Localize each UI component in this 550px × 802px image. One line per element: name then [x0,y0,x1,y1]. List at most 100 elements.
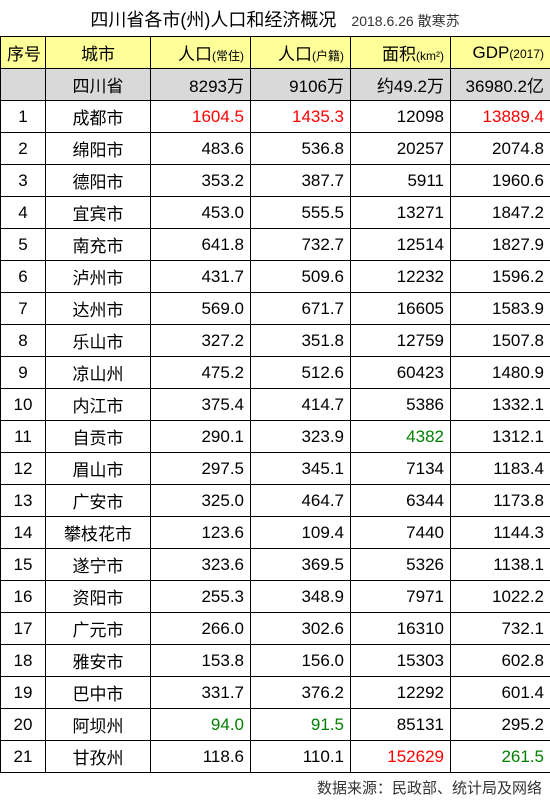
cell: 348.9 [251,581,351,613]
cell: 19 [1,677,46,709]
cell: 自贡市 [46,421,151,453]
cell: 602.8 [451,645,550,677]
cell: 资阳市 [46,581,151,613]
cell: 1960.6 [451,165,550,197]
table-row: 14攀枝花市123.6109.474401144.3 [1,517,550,549]
cell: 302.6 [251,613,351,645]
cell: 732.7 [251,229,351,261]
total-city: 四川省 [46,69,151,101]
cell: 1604.5 [151,101,251,133]
title-bar: 四川省各市(州)人口和经济概况 2018.6.26 散寒苏 [0,0,550,36]
title-date: 2018.6.26 散寒苏 [351,13,459,29]
cell: 8 [1,325,46,357]
cell: 601.4 [451,677,550,709]
cell: 10 [1,389,46,421]
hdr-gdp-label: GDP [472,43,509,62]
cell: 6 [1,261,46,293]
cell: 323.9 [251,421,351,453]
table-row: 12眉山市297.5345.171341183.4 [1,453,550,485]
cell: 21 [1,741,46,773]
hdr-pop2-label: 人口 [278,45,312,64]
cell: 1138.1 [451,549,550,581]
total-area: 约49.2万 [351,69,451,101]
cell: 2 [1,133,46,165]
cell: 乐山市 [46,325,151,357]
cell: 5386 [351,389,451,421]
cell: 12 [1,453,46,485]
cell: 475.2 [151,357,251,389]
cell: 323.6 [151,549,251,581]
hdr-idx: 序号 [1,37,46,69]
cell: 327.2 [151,325,251,357]
cell: 3 [1,165,46,197]
cell: 绵阳市 [46,133,151,165]
cell: 156.0 [251,645,351,677]
table-row: 10内江市375.4414.753861332.1 [1,389,550,421]
cell: 60423 [351,357,451,389]
table-row: 15遂宁市323.6369.553261138.1 [1,549,550,581]
cell: 94.0 [151,709,251,741]
cell: 353.2 [151,165,251,197]
cell: 甘孜州 [46,741,151,773]
total-pop1: 8293万 [151,69,251,101]
cell: 1507.8 [451,325,550,357]
cell: 536.8 [251,133,351,165]
footer-source: 数据来源：民政部、统计局及网络 [0,773,550,802]
hdr-area-label: 面积 [382,45,416,64]
cell: 1596.2 [451,261,550,293]
hdr-area: 面积(km²) [351,37,451,69]
table-row: 1成都市1604.51435.31209813889.4 [1,101,550,133]
cell: 德阳市 [46,165,151,197]
cell: 达州市 [46,293,151,325]
table-row: 3德阳市353.2387.759111960.6 [1,165,550,197]
cell: 遂宁市 [46,549,151,581]
table-row: 9凉山州475.2512.6604231480.9 [1,357,550,389]
cell: 509.6 [251,261,351,293]
cell: 369.5 [251,549,351,581]
cell: 13 [1,485,46,517]
table-row: 20阿坝州94.091.585131295.2 [1,709,550,741]
cell: 453.0 [151,197,251,229]
total-idx [1,69,46,101]
cell: 2074.8 [451,133,550,165]
table-body: 四川省 8293万 9106万 约49.2万 36980.2亿 1成都市1604… [1,69,550,773]
cell: 376.2 [251,677,351,709]
table-row: 7达州市569.0671.7166051583.9 [1,293,550,325]
cell: 15303 [351,645,451,677]
hdr-pop2: 人口(户籍) [251,37,351,69]
cell: 阿坝州 [46,709,151,741]
cell: 12514 [351,229,451,261]
table-row: 11自贡市290.1323.943821312.1 [1,421,550,453]
cell: 261.5 [451,741,550,773]
cell: 5326 [351,549,451,581]
cell: 7 [1,293,46,325]
total-row: 四川省 8293万 9106万 约49.2万 36980.2亿 [1,69,550,101]
cell: 569.0 [151,293,251,325]
table-row: 17广元市266.0302.616310732.1 [1,613,550,645]
cell: 11 [1,421,46,453]
cell: 5 [1,229,46,261]
hdr-area-unit: (km²) [416,49,444,63]
cell: 110.1 [251,741,351,773]
cell: 5911 [351,165,451,197]
cell: 1183.4 [451,453,550,485]
table-row: 18雅安市153.8156.015303602.8 [1,645,550,677]
table-row: 13广安市325.0464.763441173.8 [1,485,550,517]
cell: 152629 [351,741,451,773]
table-row: 4宜宾市453.0555.5132711847.2 [1,197,550,229]
cell: 1827.9 [451,229,550,261]
cell: 325.0 [151,485,251,517]
cell: 290.1 [151,421,251,453]
cell: 12292 [351,677,451,709]
cell: 泸州市 [46,261,151,293]
cell: 南充市 [46,229,151,261]
cell: 20 [1,709,46,741]
cell: 成都市 [46,101,151,133]
cell: 16310 [351,613,451,645]
cell: 16605 [351,293,451,325]
cell: 1022.2 [451,581,550,613]
cell: 1 [1,101,46,133]
cell: 345.1 [251,453,351,485]
table-container: 四川省各市(州)人口和经济概况 2018.6.26 散寒苏 序号 城市 人口(常… [0,0,550,802]
cell: 295.2 [451,709,550,741]
